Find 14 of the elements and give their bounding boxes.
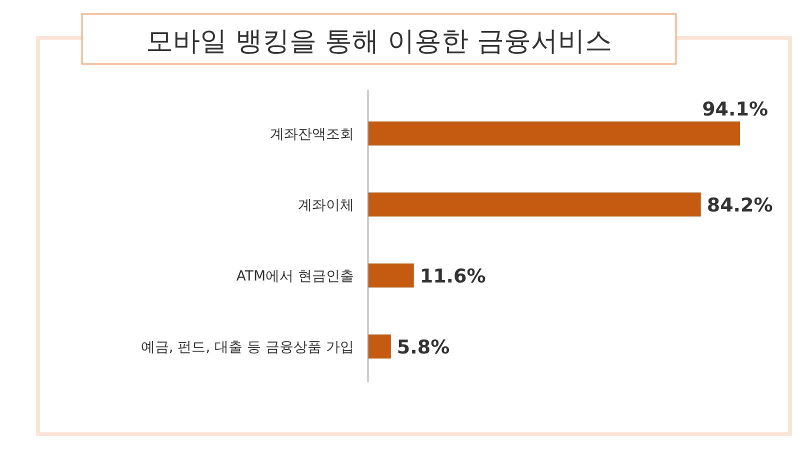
data-label: 84.2% [706,194,773,216]
title: 모바일 뱅킹을 통해 이용한 금융서비스 [81,13,677,65]
data-label: 11.6% [420,266,486,288]
y-tick-label: 계좌잔액조회 [270,126,354,142]
bar [368,192,701,216]
data-label: 5.8% [396,336,450,358]
y-tick-label: 예금, 펀드, 대출 등 금융상품 가입 [140,340,354,356]
bar [368,122,740,146]
bar [368,264,414,288]
bar [368,334,391,358]
y-tick-label: 계좌이체 [298,198,354,214]
y-tick-label: ATM에서 현금인출 [236,268,354,284]
data-label: 94.1% [702,98,768,120]
chart-title: 모바일 뱅킹을 통해 이용한 금융서비스 [146,26,612,57]
